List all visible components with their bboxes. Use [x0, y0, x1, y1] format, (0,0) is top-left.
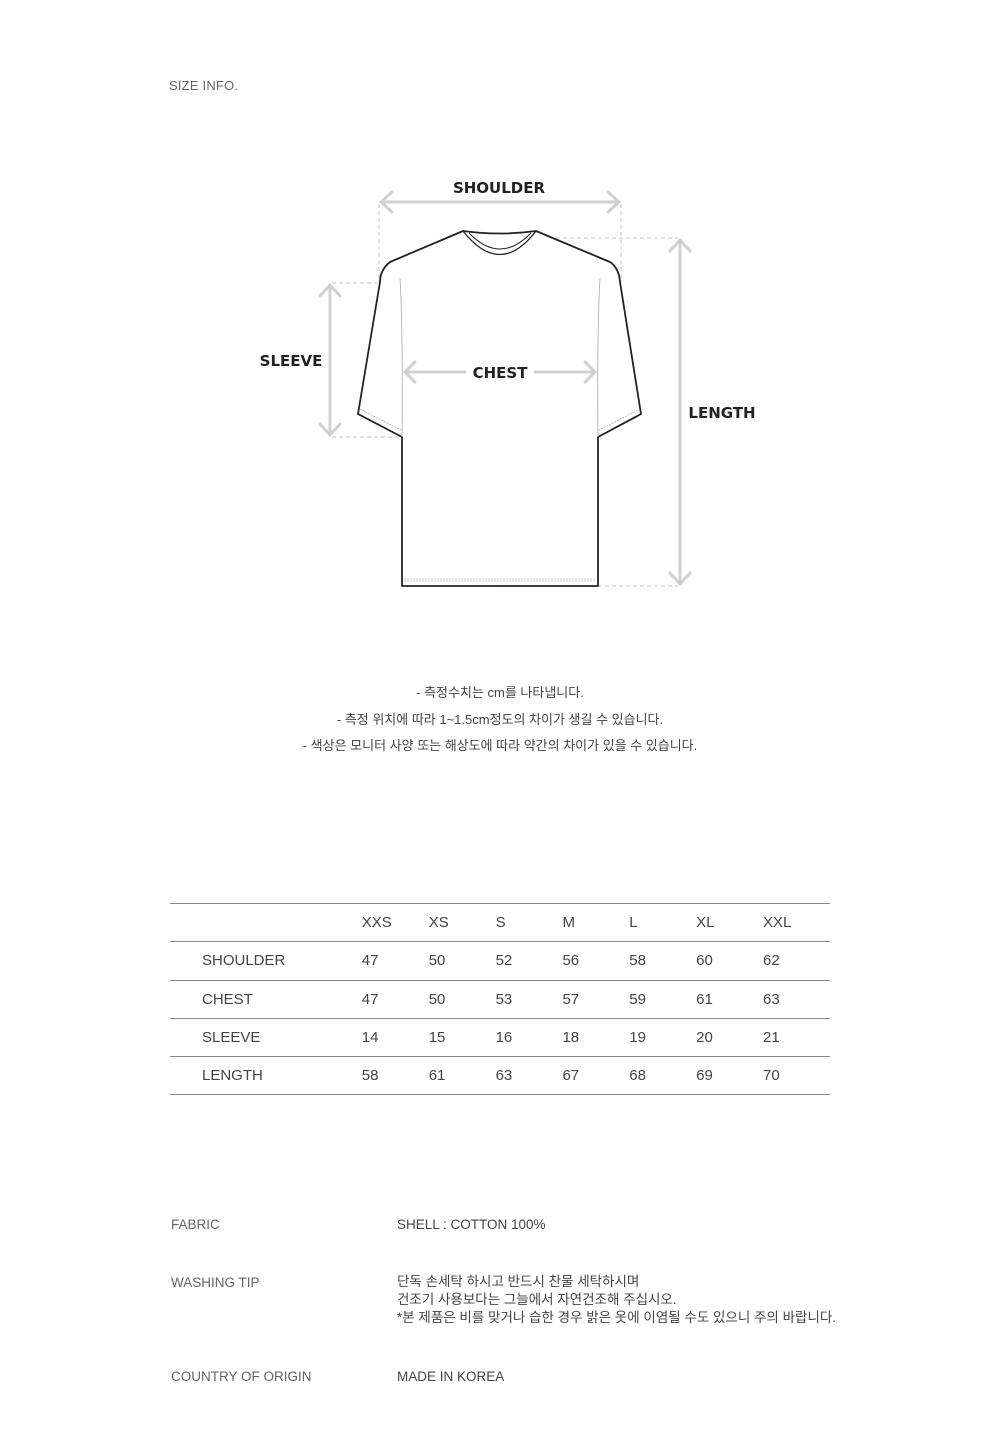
size-table: XXS XS S M L XL XXL SHOULDER 47 50 52 56… — [170, 903, 830, 1095]
chest-label: CHEST — [473, 364, 529, 382]
row-label: LENGTH — [202, 1067, 263, 1085]
cell: 61 — [696, 990, 713, 1008]
section-title: SIZE INFO. — [169, 78, 239, 93]
cell: 61 — [428, 1067, 446, 1085]
header-cell: XS — [428, 914, 449, 932]
cell: 47 — [361, 990, 379, 1008]
cell: 63 — [495, 1067, 513, 1085]
washing-tip-value: 단독 손세탁 하시고 반드시 찬물 세탁하시며 건조기 사용보다는 그늘에서 자… — [397, 1273, 836, 1327]
header-cell: XXS — [361, 914, 392, 932]
measurement-notes: - 측정수치는 cm를 나타냅니다. - 측정 위치에 따라 1~1.5cm정도… — [0, 680, 1000, 760]
cell: 69 — [696, 1067, 713, 1085]
origin-value: MADE IN KOREA — [397, 1369, 505, 1384]
cell: 53 — [495, 990, 513, 1008]
cell: 57 — [562, 990, 580, 1008]
note: - 측정수치는 cm를 나타냅니다. — [416, 685, 584, 700]
row-label: SLEEVE — [202, 1029, 261, 1047]
cell: 50 — [428, 990, 446, 1008]
cell: 21 — [763, 1029, 780, 1047]
header-cell: XXL — [763, 914, 792, 932]
cell: 52 — [495, 952, 513, 970]
table-row: CHEST 47 50 53 57 59 61 63 — [170, 980, 830, 1019]
row-label: CHEST — [202, 990, 253, 1008]
length-label: LENGTH — [688, 404, 755, 422]
washing-line: 단독 손세탁 하시고 반드시 찬물 세탁하시며 — [397, 1274, 640, 1289]
table-row: LENGTH 58 61 63 67 68 69 70 — [170, 1057, 830, 1095]
header-cell: S — [495, 914, 506, 932]
fabric-label: FABRIC — [171, 1217, 220, 1232]
fabric-value: SHELL : COTTON 100% — [397, 1217, 546, 1232]
cell: 56 — [562, 952, 580, 970]
cell: 70 — [763, 1067, 780, 1085]
shoulder-arrow-icon — [379, 190, 621, 214]
shoulder-label: SHOULDER — [453, 179, 546, 197]
cell: 63 — [763, 990, 780, 1008]
cell: 62 — [763, 952, 780, 970]
tshirt-measurement-diagram: SHOULDER SLEEVE CHEST LENGTH — [260, 179, 756, 587]
cell: 50 — [428, 952, 446, 970]
origin-label: COUNTRY OF ORIGIN — [171, 1369, 312, 1384]
washing-tip-label: WASHING TIP — [171, 1275, 260, 1290]
washing-line: *본 제품은 비를 맞거나 습한 경우 밝은 옷에 이염될 수도 있으니 주의 … — [397, 1310, 837, 1325]
header-cell: M — [562, 914, 575, 932]
note: - 측정 위치에 따라 1~1.5cm정도의 차이가 생길 수 있습니다. — [336, 711, 664, 727]
table-header-row: XXS XS S M L XL XXL — [170, 903, 830, 942]
cell: 59 — [629, 990, 646, 1008]
header-cell: XL — [696, 914, 715, 932]
table-row: SLEEVE 14 15 16 18 19 20 21 — [170, 1018, 830, 1057]
washing-line: 건조기 사용보다는 그늘에서 자연건조해 주십시오. — [397, 1292, 677, 1307]
cell: 18 — [562, 1029, 580, 1047]
cell: 68 — [629, 1067, 646, 1085]
chest-arrow-icon — [403, 360, 597, 384]
cell: 47 — [361, 952, 379, 970]
cell: 16 — [495, 1029, 513, 1047]
cell: 58 — [629, 952, 646, 970]
cell: 19 — [629, 1029, 646, 1047]
tshirt-outline-icon — [357, 230, 642, 587]
sleeve-arrow-icon — [318, 283, 342, 437]
header-cell: L — [629, 914, 638, 932]
note: - 색상은 모니터 사양 또는 해상도에 따라 약간의 차이가 있을 수 있습니… — [302, 738, 698, 753]
cell: 58 — [361, 1067, 379, 1085]
cell: 20 — [696, 1029, 713, 1047]
cell: 67 — [562, 1067, 580, 1085]
cell: 15 — [428, 1029, 446, 1047]
cell: 60 — [696, 952, 713, 970]
row-label: SHOULDER — [202, 952, 286, 970]
sleeve-label: SLEEVE — [260, 352, 323, 370]
header-cell — [170, 904, 362, 942]
table-row: SHOULDER 47 50 52 56 58 60 62 — [170, 942, 830, 981]
length-arrow-icon — [668, 238, 692, 586]
cell: 14 — [361, 1029, 379, 1047]
